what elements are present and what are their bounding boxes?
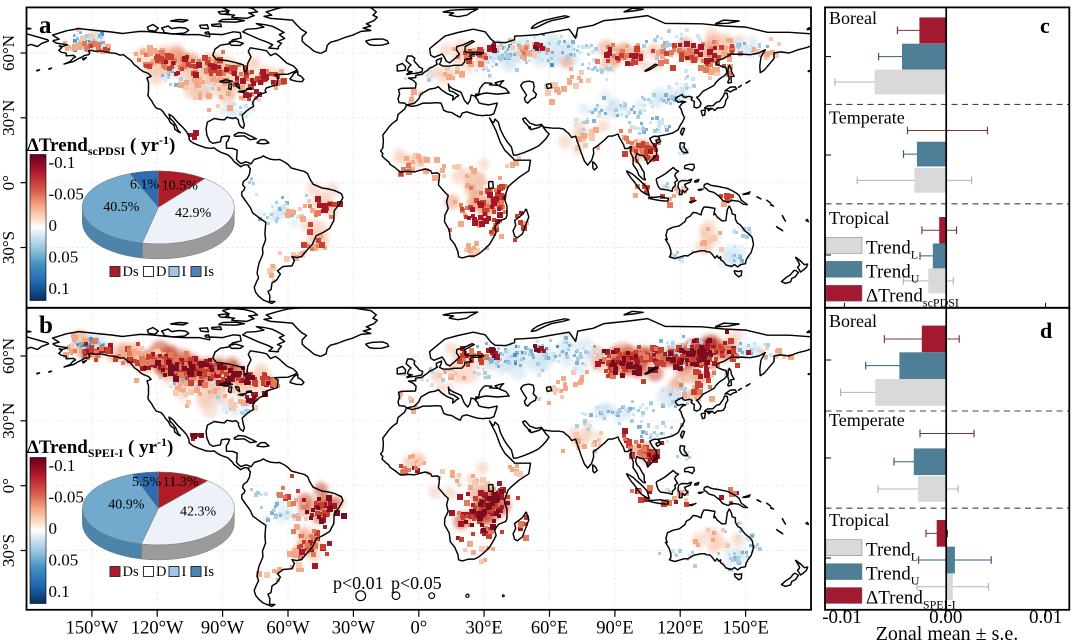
svg-text:Boreal: Boreal	[829, 8, 877, 28]
svg-text:120°E: 120°E	[657, 618, 703, 638]
svg-text:p<0.05: p<0.05	[391, 573, 442, 593]
svg-text:0: 0	[49, 519, 58, 538]
svg-text:D: D	[156, 564, 166, 580]
svg-text:0.1: 0.1	[49, 279, 70, 298]
svg-text:0°: 0°	[0, 175, 18, 190]
svg-text:0.01: 0.01	[1029, 607, 1062, 628]
svg-text:TrendL: TrendL	[866, 238, 918, 262]
svg-text:120°W: 120°W	[131, 618, 184, 638]
svg-text:5.5%: 5.5%	[132, 475, 162, 490]
svg-text:42.9%: 42.9%	[175, 206, 212, 221]
svg-text:60°E: 60°E	[531, 618, 568, 638]
svg-text:6.1%: 6.1%	[130, 178, 160, 193]
svg-text:30°E: 30°E	[465, 618, 502, 638]
svg-text:Ds: Ds	[123, 264, 139, 280]
svg-text:TrendL: TrendL	[866, 540, 918, 564]
svg-text:Temperate: Temperate	[829, 410, 905, 430]
svg-text:-0.01: -0.01	[822, 607, 862, 628]
svg-text:0: 0	[49, 216, 58, 235]
svg-text:30°N: 30°N	[0, 403, 18, 439]
svg-text:p<0.01: p<0.01	[333, 573, 384, 593]
svg-text:-0.1: -0.1	[49, 153, 76, 172]
svg-text:30°S: 30°S	[0, 534, 18, 567]
svg-text:0°: 0°	[410, 618, 427, 638]
svg-text:Temperate: Temperate	[829, 108, 905, 128]
svg-text:40.9%: 40.9%	[108, 497, 145, 512]
svg-text:a: a	[39, 12, 52, 39]
svg-text:ΔTrendSPEI-I ( yr-1): ΔTrendSPEI-I ( yr-1)	[27, 435, 173, 460]
svg-text:Boreal: Boreal	[829, 311, 877, 331]
svg-text:40.5%: 40.5%	[103, 200, 140, 215]
svg-text:30°S: 30°S	[0, 231, 18, 264]
svg-text:60°N: 60°N	[0, 338, 18, 374]
svg-text:0°: 0°	[0, 478, 18, 493]
svg-text:90°W: 90°W	[201, 618, 245, 638]
svg-text:60°W: 60°W	[266, 618, 310, 638]
svg-text:60°N: 60°N	[0, 35, 18, 71]
svg-text:-0.05: -0.05	[49, 488, 84, 507]
svg-text:30°W: 30°W	[332, 618, 376, 638]
svg-text:Zonal mean ± s.e.: Zonal mean ± s.e.	[876, 623, 1019, 644]
svg-text:d: d	[1040, 318, 1052, 343]
svg-text:90°E: 90°E	[596, 618, 633, 638]
svg-text:150°W: 150°W	[66, 618, 119, 638]
svg-text:Tropical: Tropical	[829, 510, 889, 530]
svg-text:42.3%: 42.3%	[180, 505, 217, 520]
svg-text:0.05: 0.05	[49, 248, 79, 267]
svg-text:10.5%: 10.5%	[162, 179, 199, 194]
svg-text:-0.1: -0.1	[49, 456, 76, 475]
svg-text:I: I	[182, 264, 187, 280]
svg-text:Is: Is	[204, 564, 215, 580]
svg-text:150°E: 150°E	[722, 618, 768, 638]
svg-text:0.00: 0.00	[929, 607, 962, 628]
svg-text:Is: Is	[204, 264, 215, 280]
svg-text:c: c	[1040, 13, 1050, 38]
svg-text:0.05: 0.05	[49, 551, 79, 570]
svg-text:30°N: 30°N	[0, 100, 18, 136]
svg-text:b: b	[39, 312, 53, 339]
svg-text:Tropical: Tropical	[829, 208, 889, 228]
svg-text:0.1: 0.1	[49, 582, 70, 601]
svg-text:11.3%: 11.3%	[163, 475, 199, 490]
svg-text:-0.05: -0.05	[49, 185, 84, 204]
svg-text:D: D	[156, 264, 166, 280]
svg-text:Ds: Ds	[123, 564, 139, 580]
svg-text:I: I	[182, 564, 187, 580]
